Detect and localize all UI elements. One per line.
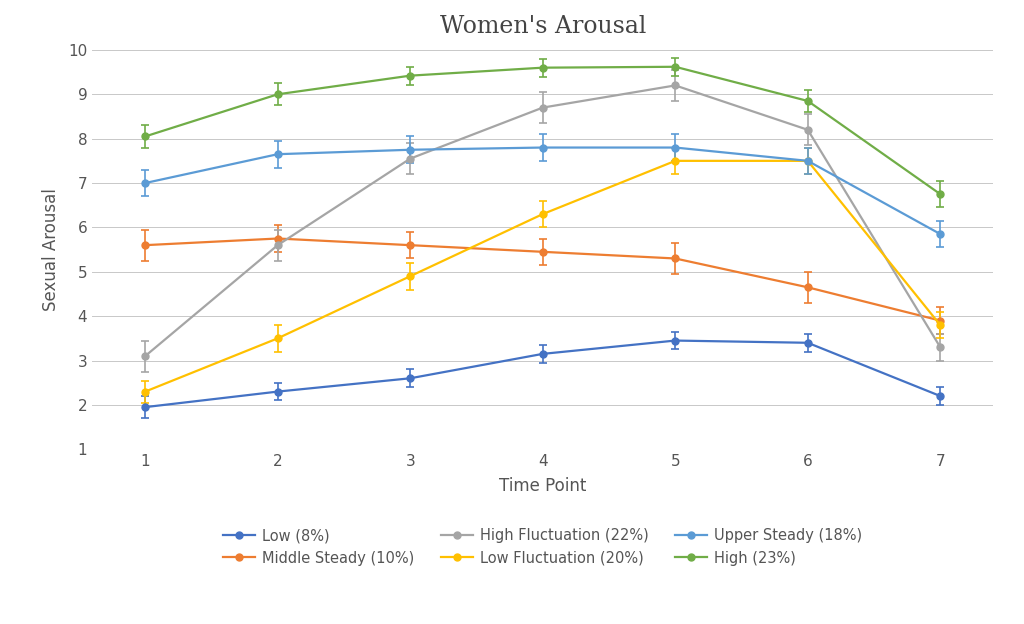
Legend: Low (8%), Middle Steady (10%), High Fluctuation (22%), Low Fluctuation (20%), Up: Low (8%), Middle Steady (10%), High Fluc…: [223, 529, 862, 566]
X-axis label: Time Point: Time Point: [499, 477, 587, 495]
Title: Women's Arousal: Women's Arousal: [439, 15, 646, 38]
Y-axis label: Sexual Arousal: Sexual Arousal: [42, 188, 59, 311]
